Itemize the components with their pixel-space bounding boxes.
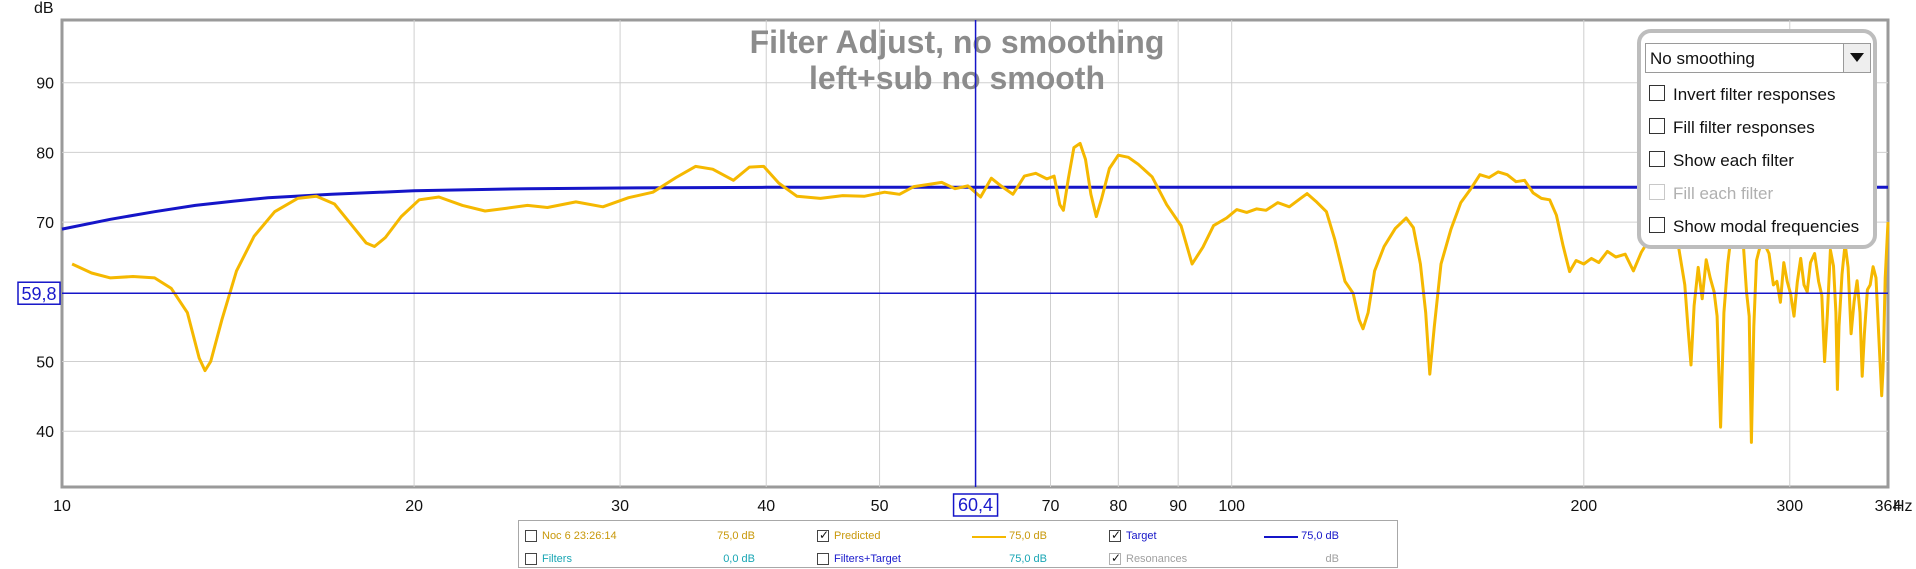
y-tick-label: 40 — [36, 424, 54, 441]
y-axis-label: dB — [34, 0, 54, 17]
checkbox-icon[interactable] — [1649, 217, 1665, 233]
legend-item-predicted[interactable]: Predicted 75,0 dB — [817, 528, 1077, 545]
legend-name: Resonances — [1126, 553, 1188, 565]
series-target-line — [61, 185, 1888, 231]
x-tick-label: 200 — [1570, 498, 1597, 515]
x-tick-label: 90 — [1169, 498, 1187, 515]
y-tick-labels: 90 80 70 50 40 — [36, 76, 54, 442]
checkbox-icon[interactable] — [1649, 118, 1665, 134]
x-tick-label: 80 — [1109, 498, 1127, 515]
checkbox-icon[interactable] — [817, 553, 829, 565]
checkbox-icon[interactable] — [525, 553, 537, 565]
legend-name: Filters — [542, 553, 572, 565]
legend-name: Predicted — [834, 530, 881, 542]
legend-name: Noc 6 23:26:14 — [542, 530, 617, 542]
x-tick-label: 50 — [871, 498, 889, 515]
legend-value: 75,0 dB — [1301, 530, 1339, 542]
cursor-y-readout-box — [17, 281, 61, 305]
legend-line-swatch — [1264, 536, 1298, 538]
legend-name: Target — [1126, 530, 1157, 542]
x-tick-label: 40 — [757, 498, 775, 515]
cursor-crosshair[interactable]: 59,8 60,4 — [17, 20, 1888, 517]
checkbox-icon — [1649, 184, 1665, 200]
y-tick-label: 80 — [36, 145, 54, 162]
chart-subtitle: left+sub no smooth — [809, 60, 1105, 96]
smoothing-select-value: No smoothing — [1650, 49, 1755, 68]
smoothing-select[interactable]: No smoothing — [1645, 43, 1871, 73]
checkbox-icon[interactable] — [1649, 151, 1665, 167]
checkbox-icon[interactable] — [525, 530, 537, 542]
x-tick-label: 20 — [405, 498, 423, 515]
x-tick-label: 30 — [611, 498, 629, 515]
y-tick-label: 70 — [36, 215, 54, 232]
cursor-x-readout: 60,4 — [958, 495, 993, 515]
checkbox-icon[interactable] — [1109, 528, 1121, 542]
dropdown-arrow-icon[interactable] — [1843, 44, 1870, 72]
x-tick-label: 364 — [1875, 498, 1902, 515]
cursor-x-readout-box — [952, 493, 999, 517]
x-tick-labels: 10 20 30 40 50 70 80 90 100 200 300 364 — [53, 498, 1901, 515]
legend-name: Filters+Target — [834, 553, 901, 565]
checkbox-icon[interactable] — [817, 528, 829, 542]
display-options-panel: No smoothing Invert filter responses Fil… — [1637, 29, 1877, 249]
x-tick-label: 300 — [1776, 498, 1803, 515]
legend-value: 75,0 dB — [1009, 553, 1047, 565]
series-lines — [61, 141, 1890, 444]
legend-value: dB — [1325, 553, 1339, 565]
legend-item-resonances: Resonances dB — [1109, 551, 1369, 568]
y-tick-label: 50 — [36, 355, 54, 372]
legend-item-filters-target[interactable]: Filters+Target 75,0 dB — [817, 552, 1077, 568]
x-axis-unit: Hz — [1893, 498, 1913, 515]
chart-title: Filter Adjust, no smoothing — [750, 24, 1165, 60]
legend-panel: Noc 6 23:26:14 75,0 dB Predicted 75,0 dB… — [518, 520, 1398, 568]
series-predicted-line — [71, 141, 1890, 444]
checkbox-icon — [1109, 551, 1121, 565]
legend-item-measurement[interactable]: Noc 6 23:26:14 75,0 dB — [525, 529, 785, 545]
legend-value: 0,0 dB — [723, 553, 755, 565]
legend-line-swatch — [972, 536, 1006, 538]
option-label: Show each filter — [1673, 151, 1794, 170]
legend-item-target[interactable]: Target 75,0 dB — [1109, 528, 1369, 545]
option-label: Fill each filter — [1673, 184, 1774, 203]
option-label: Fill filter responses — [1673, 118, 1815, 137]
x-tick-label: 10 — [53, 498, 71, 515]
option-label: Show modal frequencies — [1673, 217, 1860, 236]
checkbox-icon[interactable] — [1649, 85, 1665, 101]
x-tick-label: 100 — [1218, 498, 1245, 515]
cursor-y-readout: 59,8 — [21, 284, 56, 304]
option-label: Invert filter responses — [1673, 85, 1836, 104]
grid-lines — [62, 20, 1888, 487]
x-tick-label: 70 — [1042, 498, 1060, 515]
legend-value: 75,0 dB — [1009, 530, 1047, 542]
legend-value: 75,0 dB — [717, 530, 755, 542]
legend-item-filters[interactable]: Filters 0,0 dB — [525, 552, 785, 568]
y-tick-label: 90 — [36, 76, 54, 93]
